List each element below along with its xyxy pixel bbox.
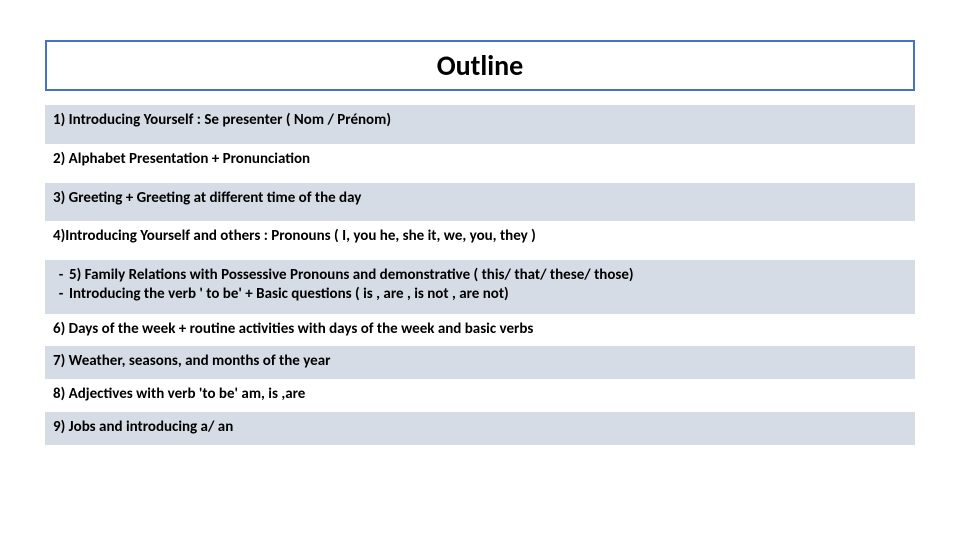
outline-cell: 1) Introducing Yourself : Se presenter (… <box>45 105 915 144</box>
page-title: Outline <box>437 48 524 83</box>
title-box: Outline <box>45 40 915 91</box>
bullet-line: -Introducing the verb ' to be' + Basic q… <box>53 285 907 304</box>
dash-icon: - <box>53 266 69 285</box>
outline-cell: -5) Family Relations with Possessive Pro… <box>45 260 915 314</box>
slide: Outline 1) Introducing Yourself : Se pre… <box>0 0 960 540</box>
outline-row: 1) Introducing Yourself : Se presenter (… <box>45 105 915 144</box>
outline-row: 3) Greeting + Greeting at different time… <box>45 183 915 222</box>
outline-cell: 4)Introducing Yourself and others : Pron… <box>45 221 915 260</box>
outline-cell: 3) Greeting + Greeting at different time… <box>45 183 915 222</box>
bullet-line: -5) Family Relations with Possessive Pro… <box>53 266 907 285</box>
outline-cell: 9) Jobs and introducing a/ an <box>45 412 915 445</box>
outline-cell: 2) Alphabet Presentation + Pronunciation <box>45 144 915 183</box>
outline-row: 8) Adjectives with verb 'to be' am, is ,… <box>45 379 915 412</box>
outline-row: 9) Jobs and introducing a/ an <box>45 412 915 445</box>
dash-icon: - <box>53 285 69 304</box>
outline-row: 2) Alphabet Presentation + Pronunciation <box>45 144 915 183</box>
bullet-text: Introducing the verb ' to be' + Basic qu… <box>69 285 509 304</box>
outline-table: 1) Introducing Yourself : Se presenter (… <box>45 105 915 445</box>
bullet-text: 5) Family Relations with Possessive Pron… <box>69 266 634 285</box>
outline-cell: 7) Weather, seasons, and months of the y… <box>45 346 915 379</box>
outline-row: 6) Days of the week + routine activities… <box>45 314 915 347</box>
outline-cell: 8) Adjectives with verb 'to be' am, is ,… <box>45 379 915 412</box>
outline-row: 4)Introducing Yourself and others : Pron… <box>45 221 915 260</box>
outline-cell: 6) Days of the week + routine activities… <box>45 314 915 347</box>
outline-row: 7) Weather, seasons, and months of the y… <box>45 346 915 379</box>
outline-row: -5) Family Relations with Possessive Pro… <box>45 260 915 314</box>
